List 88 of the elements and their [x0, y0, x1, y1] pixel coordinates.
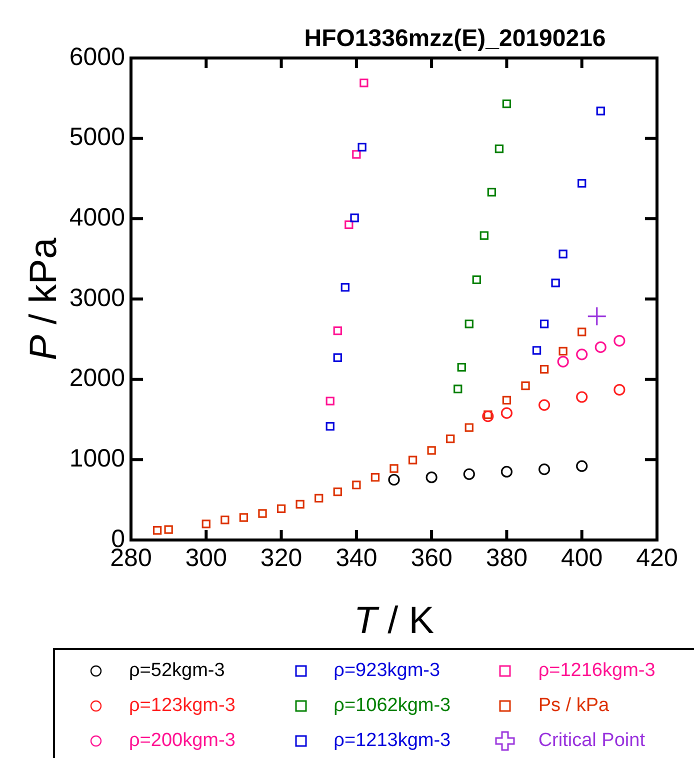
point — [344, 220, 354, 230]
y-tick-label: 5000 — [69, 123, 125, 152]
x-tick-label: 380 — [486, 544, 528, 572]
point — [538, 399, 550, 411]
y-tick-label: 2000 — [69, 364, 125, 392]
point — [370, 473, 380, 482]
x-tick-label: 300 — [185, 544, 227, 572]
point — [472, 275, 481, 284]
point — [540, 364, 549, 374]
point — [427, 446, 436, 455]
point — [276, 504, 286, 514]
point — [464, 423, 474, 432]
point — [333, 353, 342, 362]
point — [446, 434, 455, 444]
point — [614, 384, 626, 396]
point — [532, 346, 542, 355]
point — [314, 494, 324, 503]
point — [296, 500, 304, 509]
legend-label: ρ=52kgm-3 — [129, 660, 225, 682]
x-tick-label: 420 — [636, 544, 678, 572]
point — [594, 341, 606, 353]
point — [576, 460, 588, 472]
point — [258, 509, 267, 518]
y-axis-title: P / kPa — [23, 236, 65, 360]
point — [587, 306, 607, 326]
x-tick-label: 360 — [410, 544, 452, 572]
y-tick-label: 4000 — [69, 204, 125, 232]
point — [202, 520, 210, 528]
point — [390, 464, 398, 473]
point — [494, 144, 504, 154]
legend-label: ρ=200kgm-3 — [129, 730, 236, 752]
point — [350, 214, 359, 222]
point — [502, 99, 512, 108]
point — [239, 513, 248, 522]
x-tick-label: 320 — [260, 544, 302, 572]
point — [326, 422, 334, 431]
legend-label: Critical Point — [538, 730, 645, 752]
point — [360, 78, 368, 88]
point — [333, 487, 342, 496]
point — [596, 106, 605, 116]
y-tick-label: 3000 — [69, 284, 125, 312]
point — [502, 396, 512, 405]
point — [164, 525, 173, 534]
point — [521, 381, 530, 390]
point — [500, 466, 513, 478]
point — [480, 231, 489, 240]
point — [557, 356, 569, 368]
legend-label: ρ=1216kgm-3 — [538, 660, 656, 682]
x-tick-label: 400 — [561, 544, 603, 572]
point — [326, 396, 334, 406]
point — [220, 516, 230, 524]
y-tick-label: 1000 — [69, 444, 125, 473]
point — [578, 328, 586, 336]
point — [152, 526, 162, 535]
point — [463, 468, 475, 480]
point — [388, 474, 400, 486]
point — [482, 410, 494, 422]
y-tick-label: 6000 — [69, 42, 125, 71]
point — [352, 150, 361, 159]
point — [464, 320, 474, 328]
point — [487, 188, 496, 196]
point — [333, 326, 342, 336]
point — [540, 320, 549, 328]
chart-title: HFO1336mzz(E)_20190216 — [304, 25, 606, 52]
legend-label: ρ=123kgm-3 — [129, 694, 236, 717]
legend-label: ρ=1213kgm-3 — [334, 730, 451, 752]
point — [484, 410, 492, 420]
point — [558, 346, 568, 356]
legend-label: ρ=1062kgm-3 — [334, 694, 451, 717]
point — [558, 250, 568, 258]
point — [551, 278, 560, 288]
point — [614, 334, 626, 347]
point — [500, 407, 513, 419]
point — [408, 456, 418, 464]
point — [578, 178, 586, 188]
point — [576, 391, 588, 403]
x-axis-title: T / K — [354, 600, 434, 642]
legend-label: Ps / kPa — [538, 694, 610, 717]
x-tick-label: 340 — [336, 544, 378, 572]
point — [426, 472, 438, 484]
legend-label: ρ=923kgm-3 — [334, 660, 440, 682]
point — [358, 142, 366, 152]
point — [538, 464, 550, 476]
point — [457, 362, 466, 372]
point — [454, 384, 462, 394]
point — [576, 348, 588, 360]
point — [352, 480, 361, 490]
point — [340, 283, 350, 292]
